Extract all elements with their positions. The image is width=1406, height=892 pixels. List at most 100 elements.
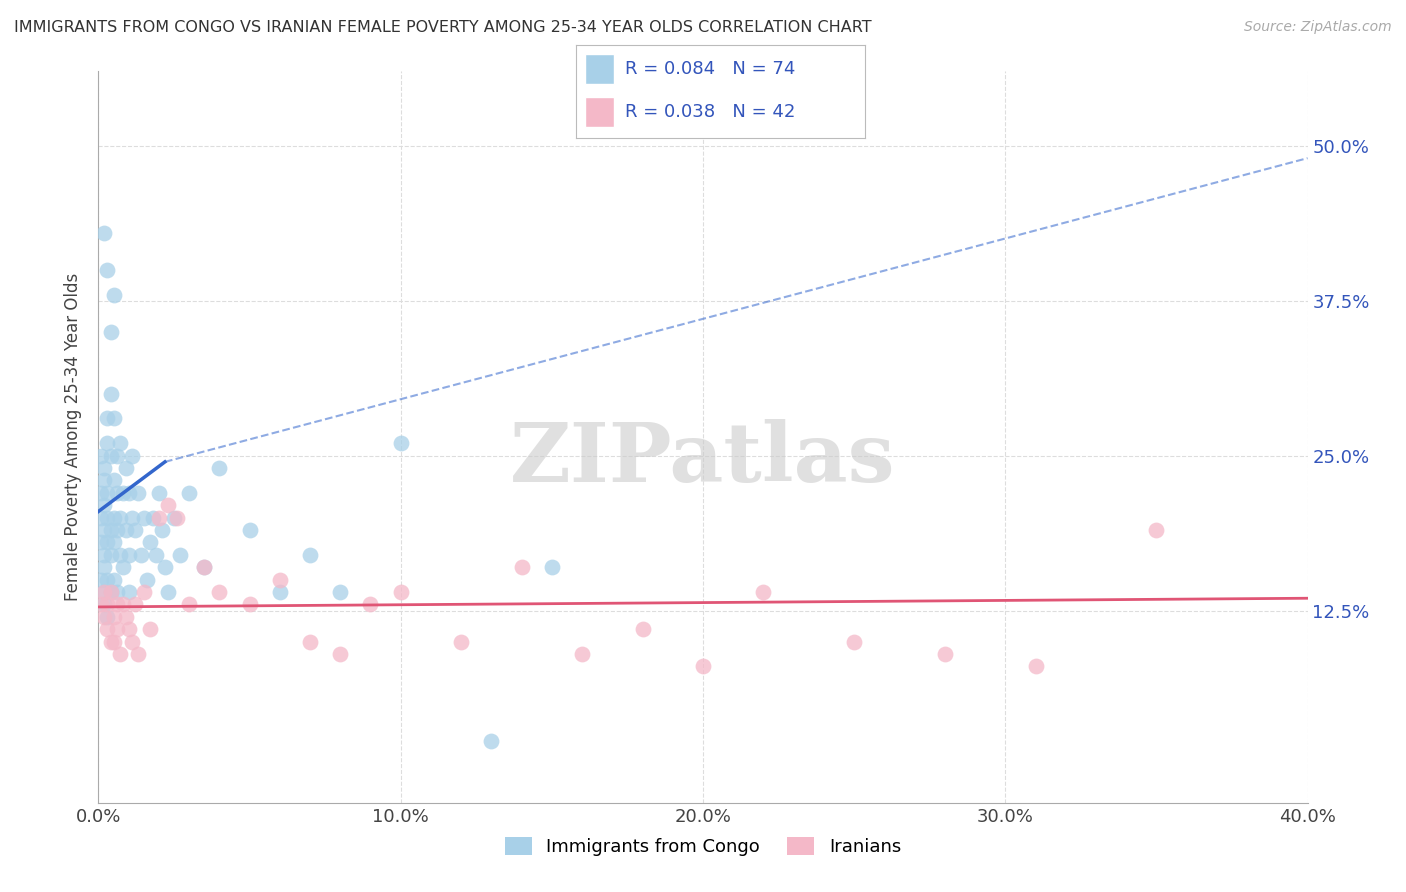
Point (540, 560, 562, 574)
Point (571, 647, 593, 661)
Point (114, 610, 136, 624)
Point (179, 486, 201, 500)
Point (329, 647, 352, 661)
Bar (585, 54, 614, 84)
Point (108, 647, 131, 661)
Point (208, 585, 231, 599)
Point (103, 287, 125, 301)
Point (105, 585, 128, 599)
Point (752, 585, 775, 599)
Point (118, 585, 141, 599)
Point (96, 610, 118, 624)
Point (239, 598, 262, 612)
Point (208, 461, 231, 475)
Point (103, 474, 125, 488)
Point (481, 734, 503, 748)
Point (163, 510, 186, 524)
Text: ZIPatlas: ZIPatlas (510, 419, 896, 499)
Point (100, 449, 122, 463)
Point (239, 523, 262, 537)
Point (299, 634, 322, 648)
Point (360, 598, 382, 612)
Point (1144, 523, 1167, 537)
Text: IMMIGRANTS FROM CONGO VS IRANIAN FEMALE POVERTY AMONG 25-34 YEAR OLDS CORRELATIO: IMMIGRANTS FROM CONGO VS IRANIAN FEMALE … (14, 20, 872, 35)
Text: R = 0.038   N = 42: R = 0.038 N = 42 (626, 103, 796, 121)
Point (269, 573, 291, 587)
Point (193, 560, 215, 574)
Point (103, 573, 125, 587)
Point (103, 535, 125, 549)
Point (90, 510, 112, 524)
Point (90, 449, 112, 463)
Point (90, 535, 112, 549)
Point (93, 474, 115, 488)
Point (93, 498, 115, 512)
Point (179, 598, 201, 612)
Point (103, 510, 125, 524)
Point (100, 634, 122, 648)
Point (1024, 659, 1046, 673)
Point (93, 598, 115, 612)
Point (108, 510, 131, 524)
Point (111, 560, 134, 574)
Point (93, 523, 115, 537)
Text: Source: ZipAtlas.com: Source: ZipAtlas.com (1244, 20, 1392, 34)
Point (108, 548, 131, 562)
Point (111, 598, 134, 612)
Point (631, 622, 654, 636)
Point (100, 523, 122, 537)
Point (96, 535, 118, 549)
Point (132, 510, 155, 524)
Point (118, 486, 141, 500)
Point (103, 411, 125, 425)
Point (111, 486, 134, 500)
Point (105, 598, 128, 612)
Point (93, 585, 115, 599)
Point (121, 449, 143, 463)
Point (118, 548, 141, 562)
Point (100, 325, 122, 339)
Point (389, 436, 412, 450)
Point (96, 262, 118, 277)
Point (389, 585, 412, 599)
Point (90, 573, 112, 587)
Point (100, 585, 122, 599)
Point (103, 610, 125, 624)
Point (114, 523, 136, 537)
Point (934, 647, 956, 661)
Point (129, 548, 152, 562)
Point (169, 548, 191, 562)
Point (100, 386, 122, 401)
Point (90, 598, 112, 612)
Point (153, 560, 176, 574)
Point (96, 573, 118, 587)
Point (105, 486, 128, 500)
Point (148, 510, 170, 524)
Point (121, 634, 143, 648)
Point (105, 622, 128, 636)
Legend: Immigrants from Congo, Iranians: Immigrants from Congo, Iranians (498, 830, 908, 863)
Point (127, 647, 149, 661)
Point (145, 548, 167, 562)
Point (139, 622, 162, 636)
Bar (585, 97, 614, 127)
Point (96, 411, 118, 425)
Point (135, 573, 157, 587)
Point (100, 548, 122, 562)
Point (844, 634, 866, 648)
Point (105, 449, 128, 463)
Point (96, 622, 118, 636)
Point (450, 634, 472, 648)
Point (121, 510, 143, 524)
Point (93, 548, 115, 562)
Point (93, 610, 115, 624)
Point (124, 598, 146, 612)
Point (156, 585, 179, 599)
Point (139, 535, 162, 549)
Text: R = 0.084   N = 74: R = 0.084 N = 74 (626, 60, 796, 78)
Point (150, 523, 173, 537)
Point (90, 486, 112, 500)
Point (93, 585, 115, 599)
Point (142, 510, 165, 524)
Point (96, 436, 118, 450)
